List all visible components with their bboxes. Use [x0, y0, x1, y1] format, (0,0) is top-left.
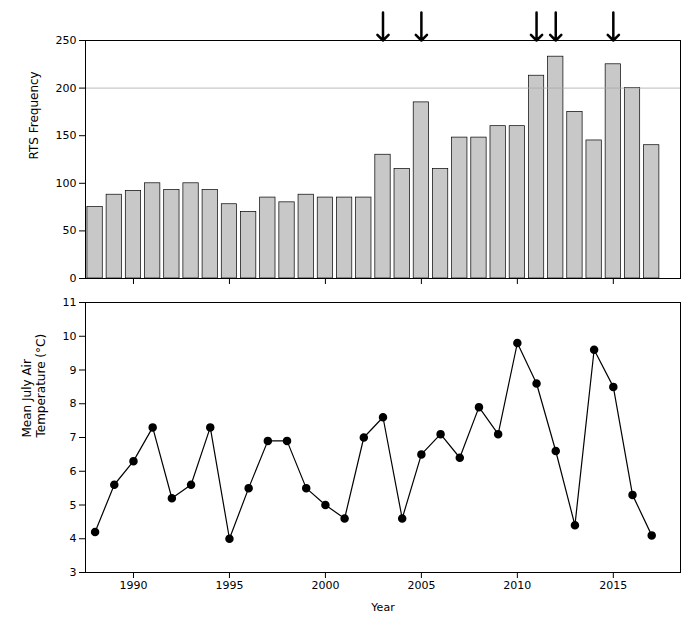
- svg-text:7: 7: [70, 431, 77, 444]
- svg-text:5: 5: [70, 499, 77, 512]
- svg-text:2000: 2000: [311, 579, 339, 592]
- svg-text:6: 6: [70, 465, 77, 478]
- svg-text:250: 250: [56, 34, 77, 47]
- svg-text:50: 50: [63, 224, 77, 237]
- svg-text:Year: Year: [370, 601, 395, 614]
- svg-text:11: 11: [63, 296, 77, 309]
- svg-text:1990: 1990: [119, 579, 147, 592]
- svg-text:Mean July AirTemperature (°C): Mean July AirTemperature (°C): [20, 334, 48, 439]
- svg-text:2010: 2010: [503, 579, 531, 592]
- svg-text:10: 10: [63, 330, 77, 343]
- svg-text:150: 150: [56, 129, 77, 142]
- svg-text:9: 9: [70, 364, 77, 377]
- svg-text:3: 3: [70, 566, 77, 579]
- svg-text:8: 8: [70, 397, 77, 410]
- svg-text:100: 100: [56, 177, 77, 190]
- svg-text:4: 4: [70, 532, 77, 545]
- svg-text:0: 0: [70, 272, 77, 285]
- svg-text:2005: 2005: [407, 579, 435, 592]
- svg-text:2015: 2015: [599, 579, 627, 592]
- svg-text:1995: 1995: [215, 579, 243, 592]
- svg-text:RTS Frequency: RTS Frequency: [27, 71, 41, 159]
- svg-text:200: 200: [56, 82, 77, 95]
